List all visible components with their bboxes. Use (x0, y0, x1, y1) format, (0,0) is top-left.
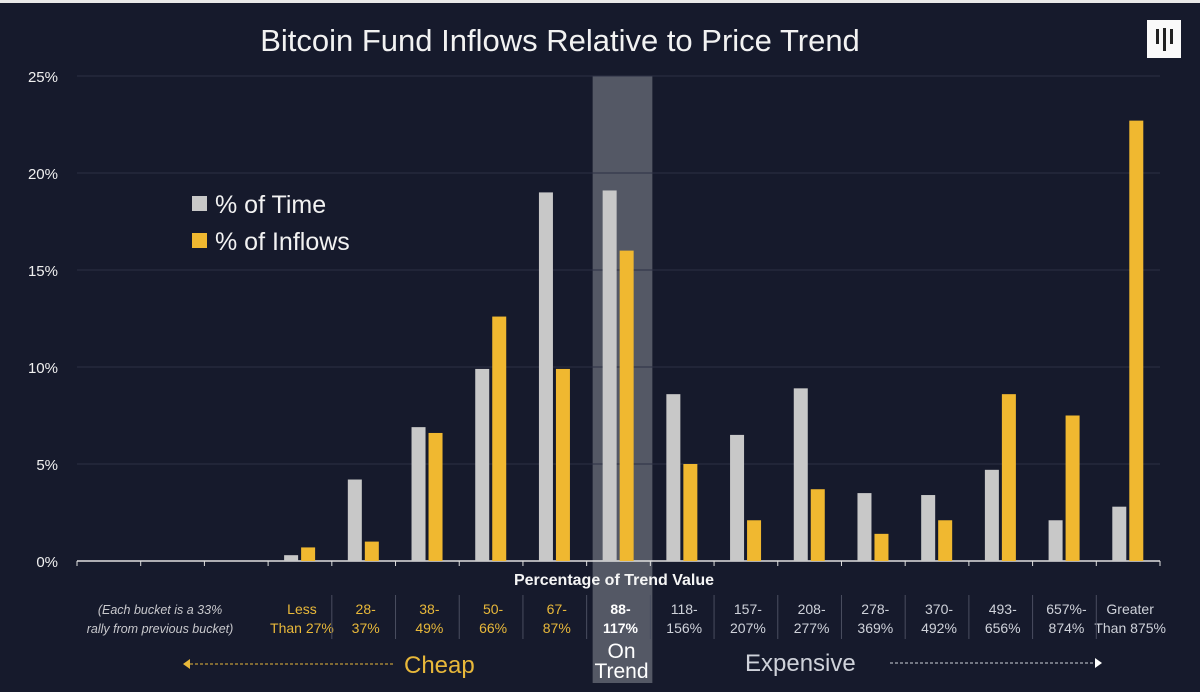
bucket-note: rally from previous bucket) (87, 622, 234, 636)
bar-inflows (1065, 415, 1080, 561)
x-category-label: 37% (352, 620, 380, 636)
x-category-label: Less (287, 601, 317, 617)
bar-time (411, 427, 426, 561)
bar-time (1112, 506, 1127, 561)
bar-time (857, 493, 872, 561)
plot-area: 0% 5% 10% 15% 20% 25% Less Than 27% 28- 37% 38- 49%… (28, 69, 1166, 683)
bar-time (284, 555, 299, 561)
legend-label: % of Time (215, 191, 326, 219)
bar-inflows (619, 250, 634, 561)
x-category-label: 117% (603, 620, 639, 636)
legend-swatch (192, 196, 207, 211)
bar-inflows (301, 547, 316, 561)
y-tick-label: 25% (28, 69, 58, 86)
bar-inflows (938, 520, 953, 561)
bar-time (921, 495, 936, 561)
bar-time (666, 394, 681, 561)
x-category-label: 118- (671, 601, 698, 617)
x-category-label: Than 27% (270, 620, 334, 636)
bar-inflows (874, 533, 889, 561)
x-category-label: 66% (479, 620, 507, 636)
x-category-label: Greater (1106, 601, 1154, 617)
y-tick-label: 5% (36, 457, 58, 474)
y-tick-label: 15% (28, 263, 58, 280)
x-category-label: 207% (730, 620, 766, 636)
y-tick-label: 20% (28, 166, 58, 183)
arrow-right-icon (1095, 658, 1102, 668)
x-category-label: Than 875% (1094, 620, 1166, 636)
bar-inflows (555, 368, 570, 561)
x-category-label: 492% (921, 620, 957, 636)
x-category-label: 28- (356, 601, 377, 617)
bar-inflows (428, 432, 443, 561)
cheap-label: Cheap (404, 652, 475, 679)
bar-time (1048, 520, 1063, 561)
bucket-note: (Each bucket is a 33% (98, 603, 222, 617)
x-category-label: 49% (415, 620, 443, 636)
on-trend-label: Trend (594, 660, 648, 683)
expensive-label: Expensive (745, 650, 856, 677)
x-category-label: 88- (610, 601, 631, 617)
x-category-label: 157- (734, 601, 762, 617)
x-category-label: 87% (543, 620, 571, 636)
x-category-label: 370- (925, 601, 953, 617)
bar-time (984, 469, 999, 561)
on-trend-label: On (607, 640, 635, 663)
x-category-label: 874% (1049, 620, 1085, 636)
x-category-label: 369% (857, 620, 893, 636)
x-axis-label: Percentage of Trend Value (514, 572, 714, 589)
bar-inflows (364, 541, 379, 561)
bar-time (475, 368, 490, 561)
bar-inflows (810, 489, 825, 561)
y-tick-label: 10% (28, 360, 58, 377)
legend-label: % of Inflows (215, 228, 350, 256)
bar-time (538, 192, 553, 561)
chart-title: Bitcoin Fund Inflows Relative to Price T… (260, 23, 860, 58)
logo-icon (1156, 28, 1173, 51)
bar-inflows (492, 316, 507, 561)
brand-logo (1147, 20, 1181, 58)
x-category-label: 277% (794, 620, 830, 636)
x-category-label: 38- (419, 601, 440, 617)
x-category-label: 208- (798, 601, 826, 617)
y-tick-label: 0% (36, 554, 58, 571)
x-category-label: 493- (989, 601, 1017, 617)
bar-time (793, 388, 808, 561)
legend-swatch (192, 233, 207, 248)
x-category-label: 50- (483, 601, 504, 617)
bar-inflows (1001, 394, 1016, 561)
x-category-label: 278- (861, 601, 889, 617)
x-category-label: 656% (985, 620, 1021, 636)
bar-inflows (747, 520, 762, 561)
bar-time (730, 434, 745, 561)
bar-inflows (683, 464, 698, 561)
bar-inflows (1129, 120, 1144, 562)
bar-time (602, 190, 617, 561)
x-category-label: 67- (547, 601, 568, 617)
bar-time (347, 479, 362, 561)
arrow-left-icon (183, 659, 190, 669)
x-category-label: 657%- (1046, 601, 1087, 617)
x-category-label: 156% (666, 620, 702, 636)
